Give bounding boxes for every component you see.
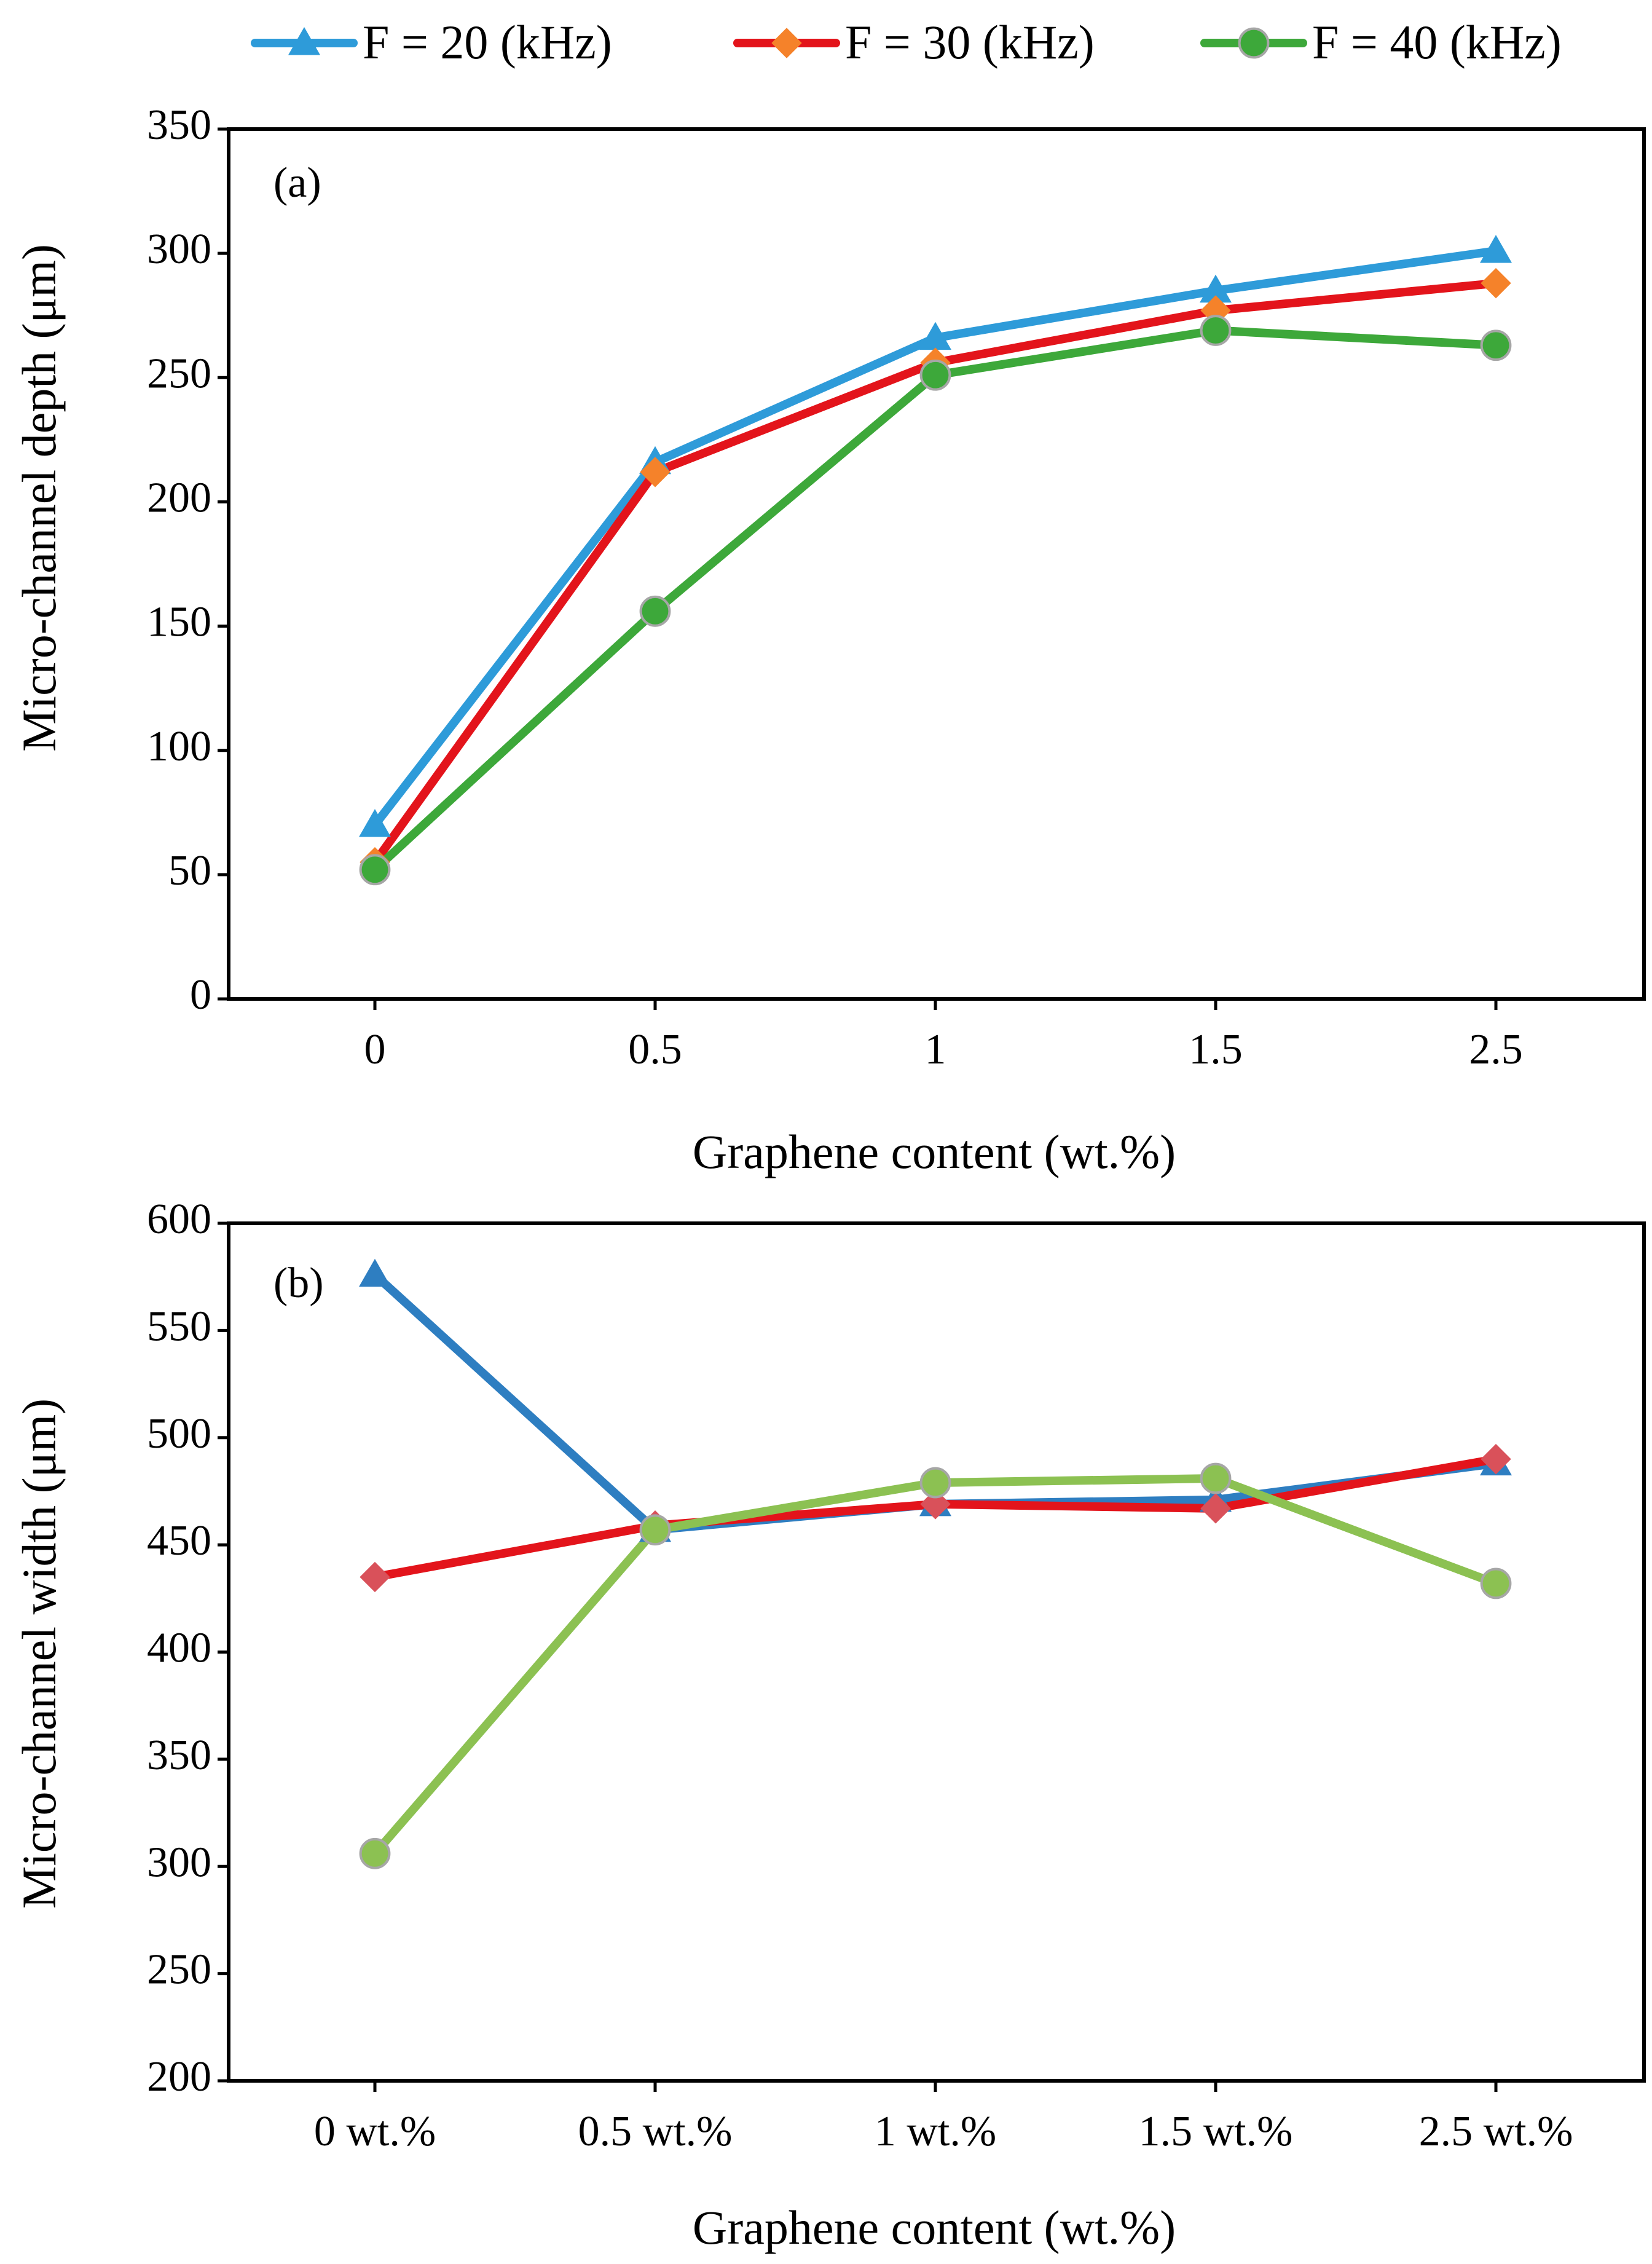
y-tick-label-a: 350 xyxy=(147,101,211,149)
data-point-a-3 xyxy=(1480,329,1512,361)
y-tick-label-a: 200 xyxy=(147,474,211,521)
y-tick-label-a: 100 xyxy=(147,723,211,770)
data-point-a-3 xyxy=(919,359,951,391)
data-point-b-3 xyxy=(1200,1462,1232,1494)
legend-marker-3 xyxy=(1238,27,1270,59)
data-point-b-2 xyxy=(1481,1443,1511,1475)
data-point-a-2 xyxy=(640,457,671,487)
y-tick-label-b: 450 xyxy=(147,1517,211,1564)
plot-frame-b xyxy=(227,1221,1646,2083)
y-tick-label-a: 300 xyxy=(147,226,211,273)
y-tick-label-b: 300 xyxy=(147,1839,211,1886)
legend: F = 20 (kHz) F = 30 (kHz) F = 40 (kHz) xyxy=(251,15,1562,69)
x-tick-label-b: 1.5 wt.% xyxy=(1139,2108,1293,2155)
data-point-a-3 xyxy=(639,595,671,627)
x-tick-label-b: 0 wt.% xyxy=(314,2108,436,2155)
x-axis-label-b: Graphene content (wt.%) xyxy=(693,2201,1176,2254)
x-tick-label-b: 1 wt.% xyxy=(875,2108,996,2155)
y-axis-label-b: Micro-channel width (μm) xyxy=(12,1398,66,1909)
y-axis-label-a: Micro-channel depth (μm) xyxy=(12,244,66,752)
x-tick-label-b: 2.5 wt.% xyxy=(1419,2108,1573,2155)
data-point-a-2 xyxy=(1200,295,1231,326)
x-tick-label-a: 1.5 xyxy=(1189,1026,1243,1073)
x-tick-label-a: 2.5 xyxy=(1469,1026,1523,1073)
x-tick-label-a: 1 xyxy=(925,1026,946,1073)
legend-label-3: F = 40 (kHz) xyxy=(1312,15,1562,69)
data-point-a-2 xyxy=(1481,267,1511,299)
y-tick-label-a: 150 xyxy=(147,599,211,646)
x-tick-label-b: 0.5 wt.% xyxy=(578,2108,733,2155)
data-point-a-1 xyxy=(919,321,951,350)
data-point-b-3 xyxy=(359,1837,391,1869)
y-tick-label-a: 0 xyxy=(190,971,211,1019)
data-point-b-3 xyxy=(639,1514,671,1546)
legend-label-1: F = 20 (kHz) xyxy=(363,15,612,69)
y-tick-label-b: 350 xyxy=(147,1732,211,1779)
data-point-b-2 xyxy=(920,1489,951,1520)
y-tick-label-b: 250 xyxy=(147,1946,211,1994)
y-tick-label-a: 50 xyxy=(168,847,211,894)
data-point-a-3 xyxy=(359,854,391,886)
chart-panel-a: Micro-channel depth (μm) Graphene conten… xyxy=(12,101,1646,1178)
series-line-a-3 xyxy=(371,326,1500,874)
y-tick-label-b: 600 xyxy=(147,1196,211,1243)
series-line-b-3 xyxy=(371,1474,1500,1858)
y-tick-label-b: 400 xyxy=(147,1625,211,1672)
panel-label-b: (b) xyxy=(273,1260,324,1307)
legend-label-2: F = 30 (kHz) xyxy=(845,15,1095,69)
y-tick-label-b: 500 xyxy=(147,1410,211,1457)
y-tick-label-a: 250 xyxy=(147,350,211,397)
x-tick-label-a: 0 xyxy=(364,1026,386,1073)
data-point-b-3 xyxy=(919,1467,951,1499)
legend-marker-1 xyxy=(288,27,320,55)
legend-marker-2 xyxy=(771,28,802,58)
x-axis-label-a: Graphene content (wt.%) xyxy=(693,1125,1176,1178)
data-point-b-1 xyxy=(359,1258,391,1287)
chart-panel-b: Micro-channel width (μm) Graphene conten… xyxy=(12,1196,1646,2254)
data-point-a-1 xyxy=(1200,274,1232,303)
data-point-a-1 xyxy=(359,809,391,837)
data-point-b-3 xyxy=(1480,1568,1512,1599)
data-point-a-3 xyxy=(1200,315,1232,346)
data-point-a-1 xyxy=(1480,235,1512,263)
panel-label-a: (a) xyxy=(273,159,321,207)
data-point-b-2 xyxy=(1200,1493,1231,1524)
data-point-b-2 xyxy=(360,1561,390,1593)
x-tick-label-a: 0.5 xyxy=(628,1026,682,1073)
y-tick-label-b: 200 xyxy=(147,2053,211,2100)
y-tick-label-b: 550 xyxy=(147,1303,211,1350)
